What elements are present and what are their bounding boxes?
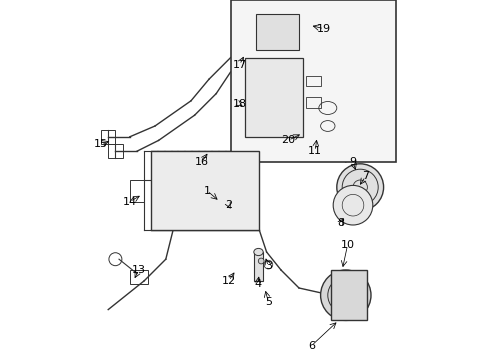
Bar <box>306 97 320 108</box>
Ellipse shape <box>320 270 371 320</box>
Bar <box>254 252 263 281</box>
Ellipse shape <box>254 248 263 256</box>
Bar <box>130 180 144 202</box>
Text: 3: 3 <box>265 261 272 271</box>
Ellipse shape <box>258 258 264 264</box>
Bar <box>108 144 122 158</box>
Bar <box>101 130 116 144</box>
Text: 16: 16 <box>195 157 209 167</box>
Text: 18: 18 <box>233 99 246 109</box>
Bar <box>245 58 303 137</box>
Text: 8: 8 <box>337 218 344 228</box>
Text: 11: 11 <box>308 146 322 156</box>
Text: 14: 14 <box>122 197 137 207</box>
Text: 10: 10 <box>341 240 355 250</box>
Text: 5: 5 <box>265 297 272 307</box>
Bar <box>151 151 259 230</box>
Text: 12: 12 <box>222 276 236 286</box>
Text: 7: 7 <box>362 171 369 181</box>
Text: 6: 6 <box>308 341 315 351</box>
Text: 9: 9 <box>349 157 357 167</box>
Ellipse shape <box>337 164 384 211</box>
Text: 20: 20 <box>281 135 295 145</box>
Bar <box>130 270 148 284</box>
Text: 13: 13 <box>132 265 146 275</box>
Bar <box>256 14 299 50</box>
Text: 1: 1 <box>204 186 211 196</box>
Text: 4: 4 <box>254 279 261 289</box>
Ellipse shape <box>333 185 373 225</box>
Bar <box>231 0 396 162</box>
Text: 17: 17 <box>233 60 246 70</box>
Text: 2: 2 <box>225 200 232 210</box>
Text: 15: 15 <box>94 139 108 149</box>
Bar <box>331 270 368 320</box>
Text: 19: 19 <box>317 24 331 34</box>
Bar <box>306 76 320 86</box>
